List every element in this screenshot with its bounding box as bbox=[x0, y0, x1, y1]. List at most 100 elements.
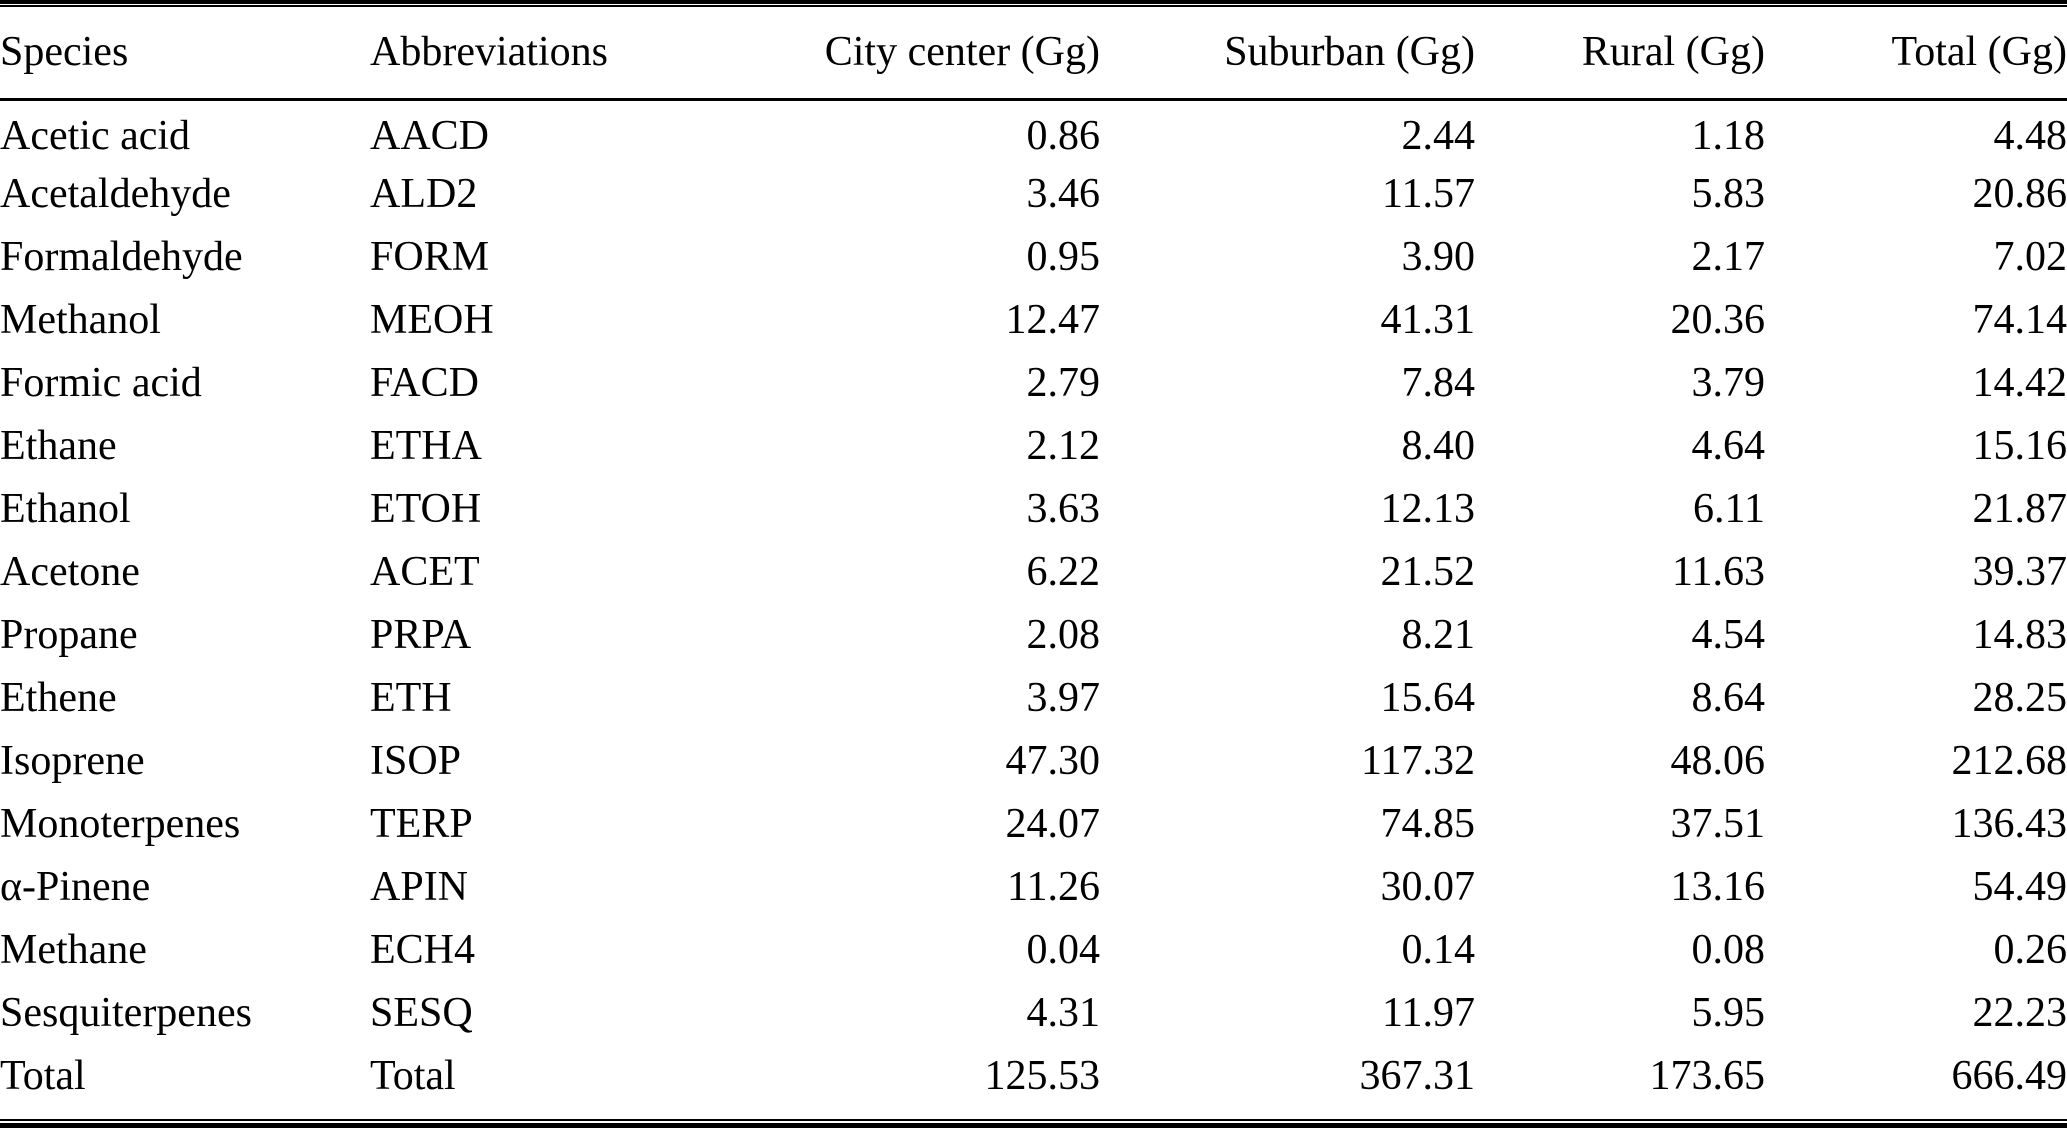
cell-suburban: 41.31 bbox=[1380, 296, 1476, 343]
table-row: Propane PRPA 2.08 8.21 4.54 14.83 bbox=[0, 603, 2067, 666]
cell-suburban: 2.44 bbox=[1401, 113, 1476, 160]
cell-abbreviation: AACD bbox=[370, 113, 490, 160]
cell-city-center: 125.53 bbox=[984, 1052, 1101, 1099]
table-row: Ethanol ETOH 3.63 12.13 6.11 21.87 bbox=[0, 477, 2067, 540]
cell-city-center: 2.79 bbox=[1026, 359, 1101, 406]
table-row: Monoterpenes TERP 24.07 74.85 37.51 136.43 bbox=[0, 792, 2067, 855]
table-top-rule bbox=[0, 0, 2067, 7]
cell-rural: 4.54 bbox=[1691, 611, 1766, 658]
cell-city-center: 6.22 bbox=[1026, 548, 1101, 595]
cell-total: 20.86 bbox=[1972, 170, 2067, 217]
cell-species: Propane bbox=[0, 611, 138, 658]
cell-suburban: 21.52 bbox=[1380, 548, 1476, 595]
cell-abbreviation: MEOH bbox=[370, 296, 494, 343]
cell-total: 39.37 bbox=[1972, 548, 2067, 595]
cell-species: Monoterpenes bbox=[0, 800, 241, 847]
cell-abbreviation: ISOP bbox=[370, 737, 462, 784]
cell-suburban: 3.90 bbox=[1401, 233, 1476, 280]
table-header-row: Species Abbreviations City center (Gg) Subu… bbox=[0, 7, 2067, 101]
column-header-total: Total (Gg) bbox=[1765, 7, 2067, 101]
cell-suburban: 8.21 bbox=[1401, 611, 1476, 658]
cell-species: Formic acid bbox=[0, 359, 202, 406]
cell-species: Acetone bbox=[0, 548, 140, 595]
cell-total: 15.16 bbox=[1972, 422, 2067, 469]
table-row: Methanol MEOH 12.47 41.31 20.36 74.14 bbox=[0, 288, 2067, 351]
table-row: Acetic acid AACD 0.86 2.44 1.18 4.48 bbox=[0, 99, 2067, 162]
column-header-abbreviations: Abbreviations bbox=[370, 7, 640, 101]
cell-abbreviation: APIN bbox=[370, 863, 469, 910]
cell-total: 28.25 bbox=[1972, 674, 2067, 721]
cell-rural: 48.06 bbox=[1670, 737, 1766, 784]
cell-city-center: 2.08 bbox=[1026, 611, 1101, 658]
cell-abbreviation: ACET bbox=[370, 548, 480, 595]
cell-abbreviation: Total bbox=[370, 1052, 456, 1099]
table-row: Formaldehyde FORM 0.95 3.90 2.17 7.02 bbox=[0, 225, 2067, 288]
cell-suburban: 11.57 bbox=[1382, 170, 1475, 217]
cell-species: Acetaldehyde bbox=[0, 170, 231, 217]
voc-emissions-table: Species Abbreviations City center (Gg) Subu… bbox=[0, 7, 2067, 1107]
cell-rural: 20.36 bbox=[1670, 296, 1766, 343]
cell-rural: 6.11 bbox=[1693, 485, 1765, 532]
cell-rural: 173.65 bbox=[1649, 1052, 1766, 1099]
cell-abbreviation: FORM bbox=[370, 233, 490, 280]
cell-suburban: 8.40 bbox=[1401, 422, 1476, 469]
cell-suburban: 117.32 bbox=[1361, 737, 1475, 784]
cell-rural: 13.16 bbox=[1670, 863, 1766, 910]
cell-species: Isoprene bbox=[0, 737, 145, 784]
cell-suburban: 12.13 bbox=[1380, 485, 1476, 532]
cell-rural: 0.08 bbox=[1691, 926, 1766, 973]
cell-total: 54.49 bbox=[1972, 863, 2067, 910]
cell-total: 666.49 bbox=[1951, 1052, 2067, 1099]
cell-city-center: 24.07 bbox=[1005, 800, 1101, 847]
cell-species: α-Pinene bbox=[0, 863, 151, 910]
cell-total: 21.87 bbox=[1972, 485, 2067, 532]
cell-abbreviation: ETH bbox=[370, 674, 452, 721]
cell-city-center: 2.12 bbox=[1026, 422, 1101, 469]
cell-species: Ethene bbox=[0, 674, 117, 721]
cell-city-center: 12.47 bbox=[1005, 296, 1101, 343]
cell-suburban: 367.31 bbox=[1359, 1052, 1476, 1099]
table-row: Methane ECH4 0.04 0.14 0.08 0.26 bbox=[0, 918, 2067, 981]
cell-total: 22.23 bbox=[1972, 989, 2067, 1036]
table-row: Sesquiterpenes SESQ 4.31 11.97 5.95 22.23 bbox=[0, 981, 2067, 1044]
cell-abbreviation: PRPA bbox=[370, 611, 472, 658]
cell-rural: 5.95 bbox=[1691, 989, 1766, 1036]
cell-city-center: 3.97 bbox=[1026, 674, 1101, 721]
cell-rural: 3.79 bbox=[1691, 359, 1766, 406]
cell-rural: 2.17 bbox=[1691, 233, 1766, 280]
cell-city-center: 0.04 bbox=[1026, 926, 1101, 973]
cell-city-center: 0.86 bbox=[1026, 113, 1101, 160]
cell-city-center: 3.46 bbox=[1026, 170, 1101, 217]
cell-total: 212.68 bbox=[1951, 737, 2067, 784]
cell-total: 136.43 bbox=[1951, 800, 2067, 847]
table-row: α-Pinene APIN 11.26 30.07 13.16 54.49 bbox=[0, 855, 2067, 918]
cell-total: 0.26 bbox=[1993, 926, 2067, 973]
table-header: Species Abbreviations City center (Gg) Subu… bbox=[0, 7, 2067, 101]
cell-rural: 8.64 bbox=[1691, 674, 1766, 721]
cell-suburban: 15.64 bbox=[1380, 674, 1476, 721]
cell-species: Acetic acid bbox=[0, 113, 191, 160]
cell-species: Total bbox=[0, 1052, 86, 1099]
table-row: Ethene ETH 3.97 15.64 8.64 28.25 bbox=[0, 666, 2067, 729]
cell-total: 4.48 bbox=[1993, 113, 2067, 160]
cell-species: Ethanol bbox=[0, 485, 131, 532]
table-row: Ethane ETHA 2.12 8.40 4.64 15.16 bbox=[0, 414, 2067, 477]
cell-rural: 5.83 bbox=[1691, 170, 1766, 217]
cell-total: 7.02 bbox=[1993, 233, 2067, 280]
table-row: Total Total 125.53 367.31 173.65 666.49 bbox=[0, 1044, 2067, 1107]
cell-rural: 4.64 bbox=[1691, 422, 1766, 469]
column-header-species: Species bbox=[0, 7, 370, 101]
cell-abbreviation: SESQ bbox=[370, 989, 473, 1036]
table-row: Acetaldehyde ALD2 3.46 11.57 5.83 20.86 bbox=[0, 162, 2067, 225]
cell-species: Methane bbox=[0, 926, 147, 973]
cell-abbreviation: FACD bbox=[370, 359, 479, 406]
cell-city-center: 11.26 bbox=[1007, 863, 1100, 910]
table-row: Acetone ACET 6.22 21.52 11.63 39.37 bbox=[0, 540, 2067, 603]
cell-total: 14.83 bbox=[1972, 611, 2067, 658]
cell-abbreviation: ETHA bbox=[370, 422, 482, 469]
cell-city-center: 47.30 bbox=[1005, 737, 1101, 784]
column-header-city-center: City center (Gg) bbox=[640, 7, 1100, 101]
column-header-suburban: Suburban (Gg) bbox=[1100, 7, 1475, 101]
cell-abbreviation: ETOH bbox=[370, 485, 482, 532]
